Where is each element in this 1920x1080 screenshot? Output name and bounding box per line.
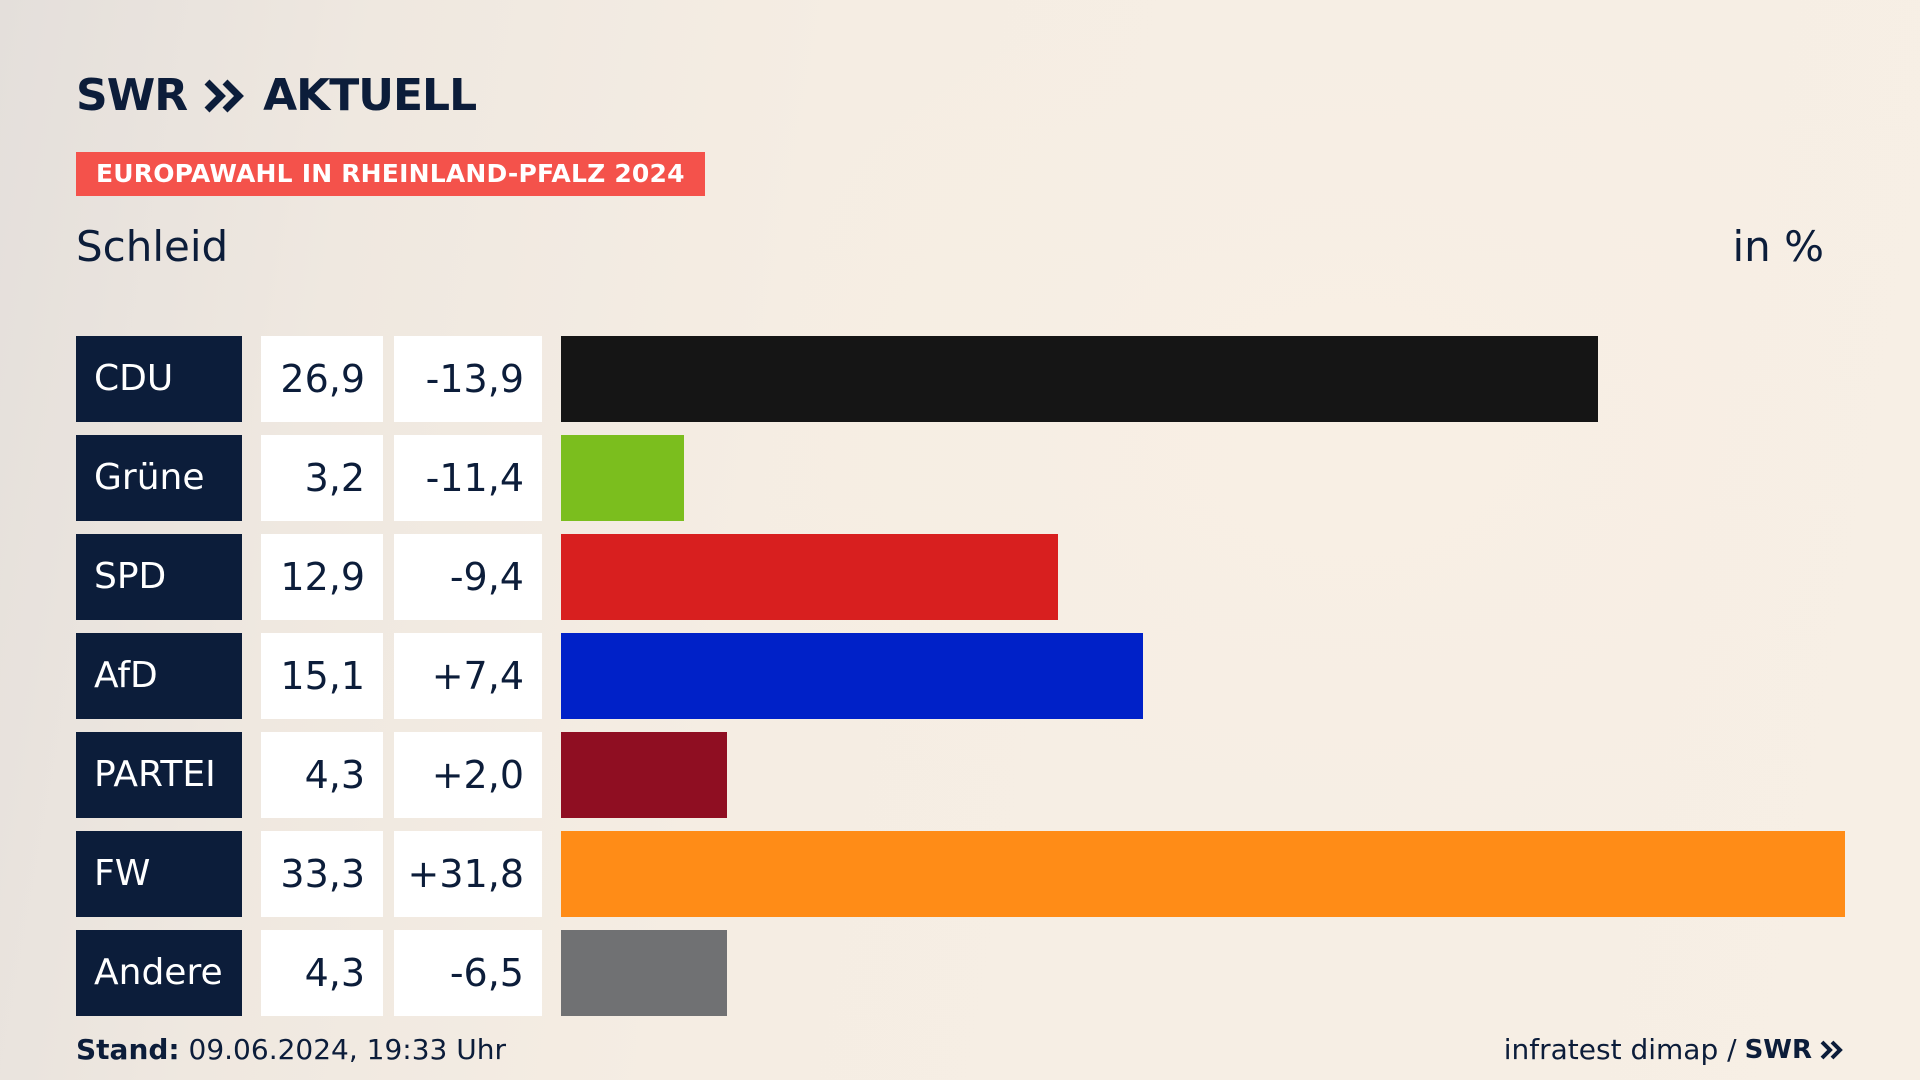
party-label: PARTEI xyxy=(76,732,242,818)
timestamp: Stand: 09.06.2024, 19:33 Uhr xyxy=(76,1033,506,1066)
timestamp-label: Stand: xyxy=(76,1033,180,1066)
party-label: SPD xyxy=(76,534,242,620)
double-chevron-icon xyxy=(204,79,245,112)
bar-row: SPD 12,9 -9,4 xyxy=(76,534,1846,620)
source-label: infratest dimap / xyxy=(1503,1033,1737,1066)
bar-row: Grüne 3,2 -11,4 xyxy=(76,435,1846,521)
value-label: 12,9 xyxy=(261,534,383,620)
value-label: 26,9 xyxy=(261,336,383,422)
unit-label: in % xyxy=(1732,222,1824,271)
value-label: 15,1 xyxy=(261,633,383,719)
value-label: 4,3 xyxy=(261,930,383,1016)
party-label: AfD xyxy=(76,633,242,719)
bar-row: CDU 26,9 -13,9 xyxy=(76,336,1846,422)
swr-aktuell-logo: SWR AKTUELL xyxy=(76,70,477,121)
change-label: +31,8 xyxy=(394,831,542,917)
value-label: 3,2 xyxy=(261,435,383,521)
change-label: -9,4 xyxy=(394,534,542,620)
value-label: 4,3 xyxy=(261,732,383,818)
bar xyxy=(561,534,1058,620)
bar xyxy=(561,336,1598,422)
bar xyxy=(561,633,1143,719)
change-label: +7,4 xyxy=(394,633,542,719)
change-label: -6,5 xyxy=(394,930,542,1016)
party-label: CDU xyxy=(76,336,242,422)
election-badge: EUROPAWAHL IN RHEINLAND-PFALZ 2024 xyxy=(76,152,705,196)
bar-row: Andere 4,3 -6,5 xyxy=(76,930,1846,1016)
value-label: 33,3 xyxy=(261,831,383,917)
logo-brand: SWR xyxy=(76,70,188,121)
bar-row: AfD 15,1 +7,4 xyxy=(76,633,1846,719)
party-label: Grüne xyxy=(76,435,242,521)
bar xyxy=(561,732,727,818)
change-label: -13,9 xyxy=(394,336,542,422)
party-label: FW xyxy=(76,831,242,917)
source-brand: SWR xyxy=(1744,1034,1812,1065)
change-label: +2,0 xyxy=(394,732,542,818)
bar-row: PARTEI 4,3 +2,0 xyxy=(76,732,1846,818)
chart-subtitle: Schleid xyxy=(76,222,229,271)
party-label: Andere xyxy=(76,930,242,1016)
bar xyxy=(561,435,684,521)
bar-row: FW 33,3 +31,8 xyxy=(76,831,1846,917)
logo-subbrand: AKTUELL xyxy=(263,70,477,121)
bar xyxy=(561,831,1845,917)
bar xyxy=(561,930,727,1016)
source-credit: infratest dimap / SWR xyxy=(1504,1033,1844,1066)
small-chevron-icon xyxy=(1820,1040,1843,1059)
timestamp-value: 09.06.2024, 19:33 Uhr xyxy=(188,1033,506,1066)
change-label: -11,4 xyxy=(394,435,542,521)
